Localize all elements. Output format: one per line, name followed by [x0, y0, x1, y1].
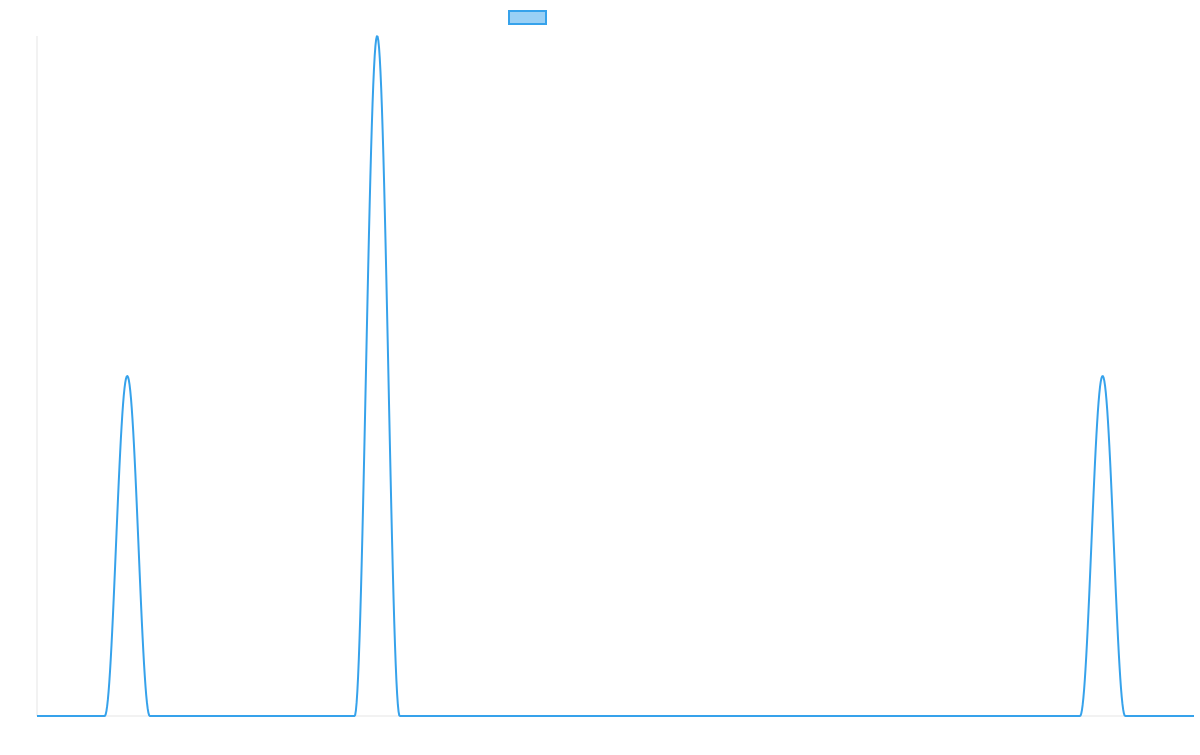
series-line-0	[36, 35, 1195, 717]
legend-swatch[interactable]	[508, 10, 547, 25]
